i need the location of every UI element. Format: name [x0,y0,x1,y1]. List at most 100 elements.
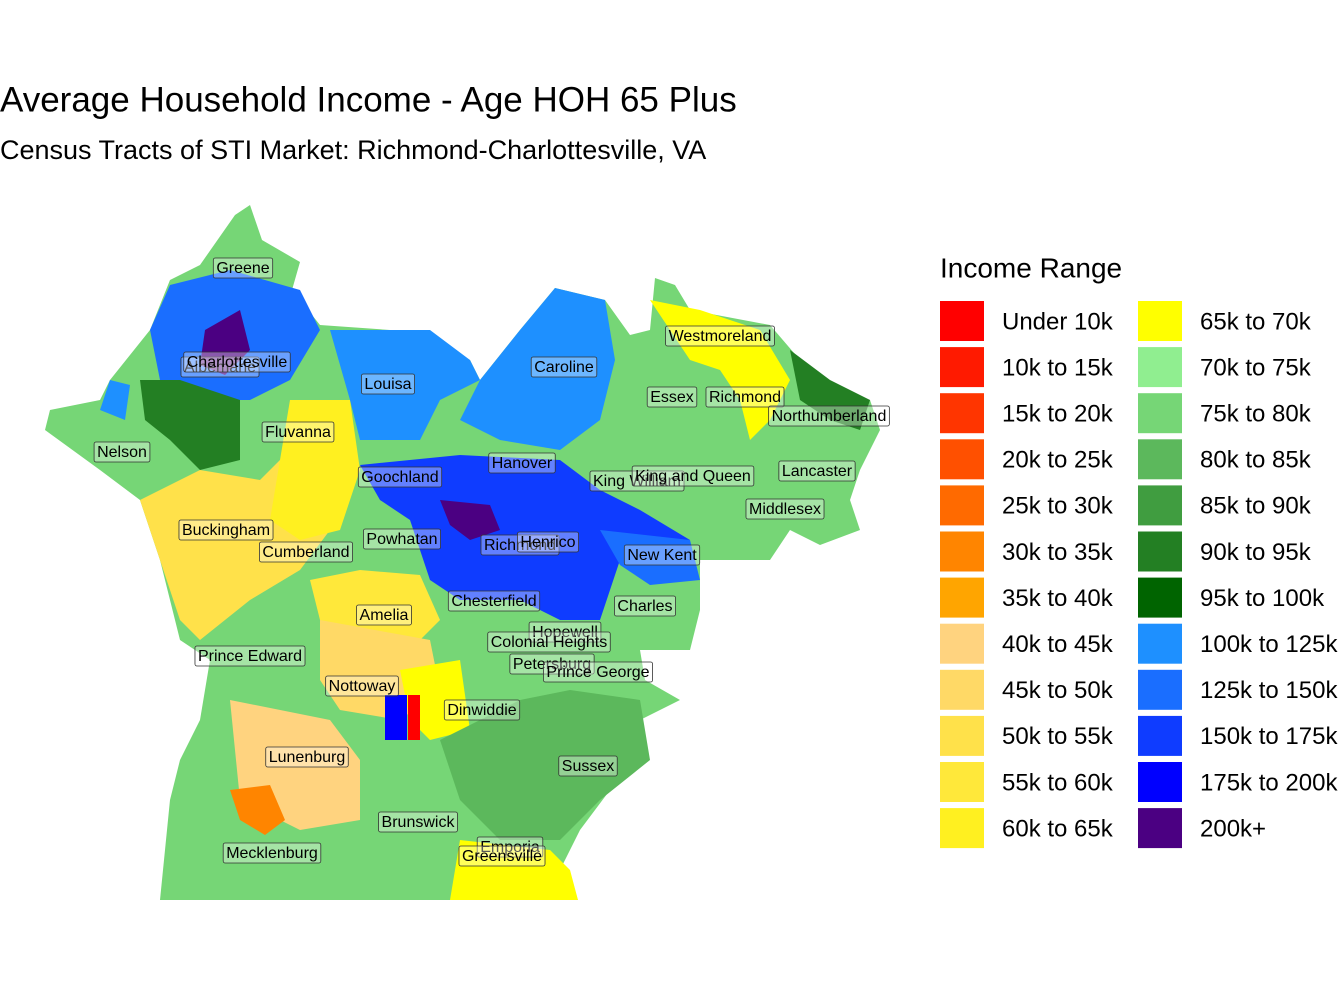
county-label: Lancaster [782,463,853,480]
legend-label: 175k to 200k [1200,769,1338,796]
county-label: Henrico [520,534,575,551]
county-label-box [222,842,322,864]
region [140,380,240,470]
region [330,330,480,440]
legend-title: Income Range [940,252,1122,283]
county-label-box [558,755,618,777]
county-label: Richmond [484,537,556,554]
county-label: Mecklenburg [226,845,318,862]
legend-label: 75k to 80k [1200,401,1312,428]
county-label-box [614,595,676,617]
county-label-box [194,645,306,667]
county-label: Northumberland [772,408,887,425]
county-label-box [356,604,412,626]
legend-swatch [1138,623,1182,664]
county-label: Louisa [364,376,411,393]
legend-label: 55k to 60k [1002,769,1114,796]
county-label: Middlesex [749,501,821,518]
legend-swatch [1138,439,1182,480]
subtitle: Census Tracts of STI Market: Richmond-Ch… [0,135,706,165]
county-label: Emporia [480,839,540,856]
legend-label: 35k to 40k [1002,585,1114,612]
legend-label: 70k to 75k [1200,354,1312,381]
county-label: Hanover [492,455,553,472]
title: Average Household Income - Age HOH 65 Pl… [0,80,737,119]
county-label: King and Queen [635,468,751,485]
region [460,288,615,450]
legend-label: Under 10k [1002,308,1114,335]
county-label-box [631,465,755,487]
county-label-box [447,590,541,612]
region [100,380,130,420]
county-label: Nelson [97,444,147,461]
map [45,205,880,900]
region [790,350,870,430]
county-label-box [261,421,335,443]
county-label: Hopewell [532,624,598,641]
legend-label: 65k to 70k [1200,308,1312,335]
legend-label: 10k to 15k [1002,354,1114,381]
county-label: Chesterfield [451,593,536,610]
legend-label: 150k to 175k [1200,723,1338,750]
legend-swatch [940,301,984,341]
county-label-box [458,845,546,867]
legend-label: 95k to 100k [1200,585,1325,612]
county-label: New Kent [627,547,697,564]
county-label: Powhatan [366,531,437,548]
county-label-box [509,653,595,675]
legend-swatch [940,439,984,480]
region [230,785,285,835]
legend-swatch [940,577,984,618]
legend-swatch [940,808,984,849]
county-label: Amelia [360,607,409,624]
county-label: Greene [216,260,269,277]
legend-swatch [1138,577,1182,618]
county-labels: GreeneAlbemarleCharlottesvilleLouisaCaro… [93,257,890,867]
legend-label: 25k to 30k [1002,493,1114,520]
legend: Under 10k 10k to 15k 15k to 20k 20k to 25k 2… [940,301,1338,849]
county-label-box [183,351,291,373]
legend-swatch [940,715,984,756]
legend-swatch [1138,669,1182,710]
legend-label: 20k to 25k [1002,447,1114,474]
region [450,840,578,900]
county-label-box [357,466,443,488]
county-label-box [325,675,399,697]
county-label: Colonial Heights [491,634,608,651]
county-label-box [517,531,579,553]
county-label: Charles [617,598,672,615]
county-label: Fluvanna [265,424,331,441]
legend-swatch [1138,347,1182,388]
county-label: Westmoreland [669,328,772,345]
county-label: Prince George [546,664,649,681]
region [650,300,790,440]
legend-swatch [940,531,984,572]
legend-label: 80k to 85k [1200,447,1312,474]
county-label-box [363,528,441,550]
county-label-box [361,373,415,395]
county-label: Petersburg [513,656,591,673]
county-label-box [768,405,890,427]
legend-label: 60k to 65k [1002,815,1114,842]
county-label: Sussex [562,758,614,775]
county-label-box [705,386,785,408]
county-label-box [443,699,521,721]
county-label-box [665,325,775,347]
legend-label: 90k to 95k [1200,539,1312,566]
county-label: Richmond [709,389,781,406]
county-label-box [488,452,556,474]
county-label: Dinwiddie [447,702,516,719]
county-label-box [378,811,458,833]
county-label-box [530,356,598,378]
county-label: Lunenburg [269,749,346,766]
region [440,500,500,540]
legend-label: 40k to 45k [1002,631,1114,658]
legend-label: 200k+ [1200,815,1266,842]
legend-swatch [940,623,984,664]
county-label-box [265,746,349,768]
county-label: Essex [650,389,694,406]
county-label-box [259,541,353,563]
county-label: Brunswick [382,814,456,831]
county-label: Charlottesville [187,354,288,371]
